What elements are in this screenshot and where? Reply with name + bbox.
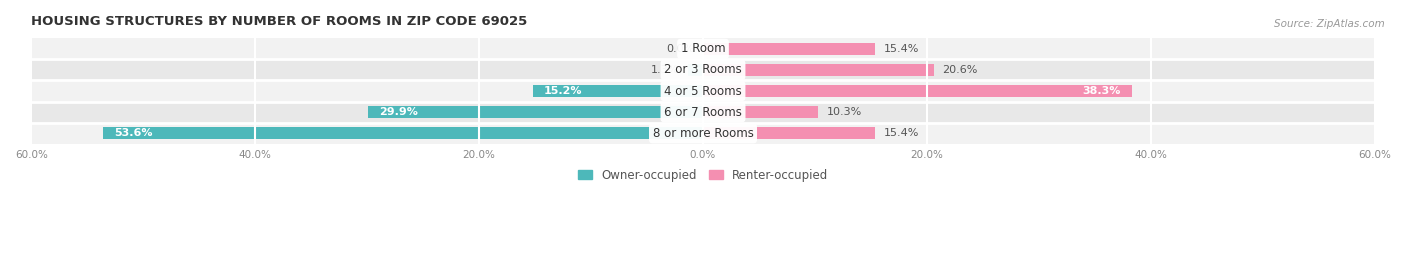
Text: 4 or 5 Rooms: 4 or 5 Rooms xyxy=(664,84,742,98)
Text: 38.3%: 38.3% xyxy=(1083,86,1121,96)
Bar xyxy=(31,59,1375,80)
Bar xyxy=(533,85,703,97)
Bar xyxy=(31,102,1375,123)
Bar xyxy=(703,64,934,76)
Legend: Owner-occupied, Renter-occupied: Owner-occupied, Renter-occupied xyxy=(572,164,834,186)
Bar xyxy=(31,123,1375,144)
Text: 1.3%: 1.3% xyxy=(651,65,679,75)
Text: 1 Room: 1 Room xyxy=(681,42,725,55)
Text: 0.0%: 0.0% xyxy=(666,44,695,54)
Text: 53.6%: 53.6% xyxy=(114,128,153,138)
Bar xyxy=(31,80,1375,102)
Text: 2 or 3 Rooms: 2 or 3 Rooms xyxy=(664,63,742,76)
Text: 29.9%: 29.9% xyxy=(380,107,419,117)
Bar xyxy=(703,43,876,55)
Bar xyxy=(689,64,703,76)
Bar xyxy=(703,106,818,118)
Bar xyxy=(703,85,1132,97)
Text: 6 or 7 Rooms: 6 or 7 Rooms xyxy=(664,106,742,119)
Text: 20.6%: 20.6% xyxy=(942,65,979,75)
Bar xyxy=(703,127,876,139)
Text: 15.4%: 15.4% xyxy=(884,44,920,54)
Text: 10.3%: 10.3% xyxy=(827,107,862,117)
Text: 8 or more Rooms: 8 or more Rooms xyxy=(652,127,754,140)
Bar xyxy=(368,106,703,118)
Text: HOUSING STRUCTURES BY NUMBER OF ROOMS IN ZIP CODE 69025: HOUSING STRUCTURES BY NUMBER OF ROOMS IN… xyxy=(31,15,527,28)
Bar xyxy=(31,38,1375,59)
Text: Source: ZipAtlas.com: Source: ZipAtlas.com xyxy=(1274,19,1385,29)
Bar xyxy=(103,127,703,139)
Text: 15.2%: 15.2% xyxy=(544,86,582,96)
Text: 15.4%: 15.4% xyxy=(884,128,920,138)
